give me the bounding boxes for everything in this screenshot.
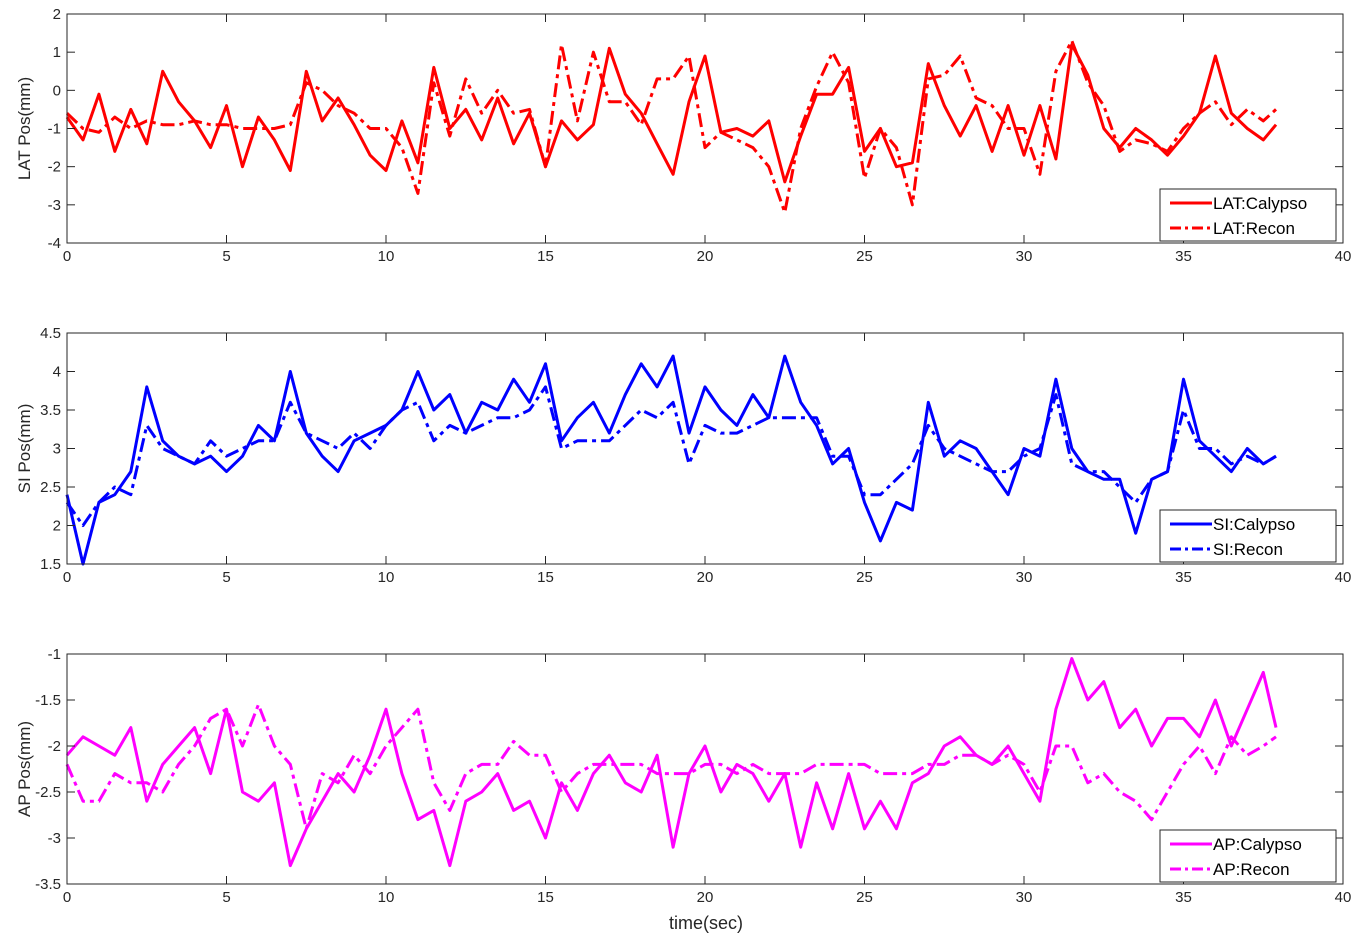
y-tick-label: -4 — [48, 235, 61, 252]
x-tick-label: 25 — [856, 889, 873, 906]
lat-series-lines — [65, 39, 1278, 214]
y-tick-label: 2.5 — [40, 479, 61, 496]
x-tick-label: 0 — [63, 889, 71, 906]
ap-recon-line — [65, 703, 1277, 831]
x-tick-label: 20 — [697, 248, 714, 265]
si-recon-line — [65, 385, 1277, 527]
x-tick-label: 35 — [1175, 889, 1192, 906]
ap-calypso-line — [65, 657, 1278, 868]
lat-calypso-line — [65, 43, 1278, 184]
ap-legend-calypso-label: AP:Calypso — [1213, 835, 1302, 854]
si-legend: SI:Calypso SI:Recon — [1159, 509, 1337, 563]
x-tick-label: 15 — [537, 889, 554, 906]
lat-axes-box — [66, 13, 1344, 244]
y-tick-label: 3.5 — [40, 402, 61, 419]
x-tick-label: 20 — [697, 889, 714, 906]
ap-position-panel: 0 5 10 15 20 25 30 35 40 -1 -1.5 -2 -2.5 -3 -3.5 AP Po… — [15, 646, 1351, 906]
y-tick-label: -2 — [48, 738, 61, 755]
x-tick-label: 10 — [378, 569, 395, 586]
x-tick-label: 35 — [1175, 569, 1192, 586]
x-tick-label: 40 — [1335, 569, 1352, 586]
y-tick-label: 2 — [53, 6, 61, 23]
lat-legend-calypso-label: LAT:Calypso — [1213, 194, 1307, 213]
si-axes-box — [66, 332, 1344, 565]
si-series-lines — [65, 354, 1277, 566]
x-tick-label: 0 — [63, 248, 71, 265]
y-tick-label: -3.5 — [35, 876, 61, 893]
si-y-axis-label: SI Pos(mm) — [15, 404, 34, 494]
x-tick-label: 25 — [856, 569, 873, 586]
lat-y-axis-label: LAT Pos(mm) — [15, 77, 34, 180]
y-tick-label: -3 — [48, 197, 61, 214]
si-legend-calypso-label: SI:Calypso — [1213, 515, 1295, 534]
x-tick-label: 15 — [537, 569, 554, 586]
y-tick-label: -1 — [48, 646, 61, 663]
ap-axes-box — [66, 653, 1344, 885]
lat-legend-recon-label: LAT:Recon — [1213, 219, 1295, 238]
y-tick-label: 4.5 — [40, 325, 61, 342]
lat-legend-box — [1159, 188, 1337, 242]
y-tick-label: -1.5 — [35, 692, 61, 709]
ap-legend: AP:Calypso AP:Recon — [1159, 829, 1337, 883]
x-tick-label: 10 — [378, 889, 395, 906]
si-legend-recon-label: SI:Recon — [1213, 540, 1283, 559]
x-tick-label: 10 — [378, 248, 395, 265]
y-tick-label: -1 — [48, 121, 61, 138]
y-tick-label: 4 — [53, 364, 61, 381]
ap-y-axis-label: AP Pos(mm) — [15, 721, 34, 817]
x-tick-label: 0 — [63, 569, 71, 586]
x-tick-label: 20 — [697, 569, 714, 586]
y-tick-label: 1.5 — [40, 556, 61, 573]
ap-legend-box — [1159, 829, 1337, 883]
lat-recon-line — [65, 39, 1278, 214]
x-tick-label: 25 — [856, 248, 873, 265]
x-tick-label: 40 — [1335, 889, 1352, 906]
lat-legend: LAT:Calypso LAT:Recon — [1159, 188, 1337, 242]
si-calypso-line — [65, 354, 1277, 566]
x-tick-label: 15 — [537, 248, 554, 265]
y-tick-label: 0 — [53, 82, 61, 99]
x-axis-label: time(sec) — [669, 913, 743, 933]
x-tick-label: 35 — [1175, 248, 1192, 265]
x-tick-label: 40 — [1335, 248, 1352, 265]
y-tick-label: -3 — [48, 830, 61, 847]
x-tick-label: 30 — [1016, 889, 1033, 906]
x-tick-label: 5 — [222, 889, 230, 906]
x-tick-label: 5 — [222, 569, 230, 586]
ap-axis-ticks: 0 5 10 15 20 25 30 35 40 -1 -1.5 -2 -2.5 -3 -3.5 — [35, 646, 1351, 906]
si-position-panel: 0 5 10 15 20 25 30 35 40 4.5 4 3.5 3 2.5 2 1.5 SI Pos(m… — [15, 325, 1351, 586]
x-tick-label: 30 — [1016, 248, 1033, 265]
x-tick-label: 5 — [222, 248, 230, 265]
si-legend-box — [1159, 509, 1337, 563]
si-axis-ticks: 0 5 10 15 20 25 30 35 40 4.5 4 3.5 3 2.5 2 1.5 — [40, 325, 1351, 586]
y-tick-label: -2 — [48, 159, 61, 176]
y-tick-label: 3 — [53, 441, 61, 458]
y-tick-label: 1 — [53, 44, 61, 61]
y-tick-label: 2 — [53, 518, 61, 535]
y-tick-label: -2.5 — [35, 784, 61, 801]
ap-legend-recon-label: AP:Recon — [1213, 860, 1290, 879]
x-tick-label: 30 — [1016, 569, 1033, 586]
ap-series-lines — [65, 657, 1278, 868]
